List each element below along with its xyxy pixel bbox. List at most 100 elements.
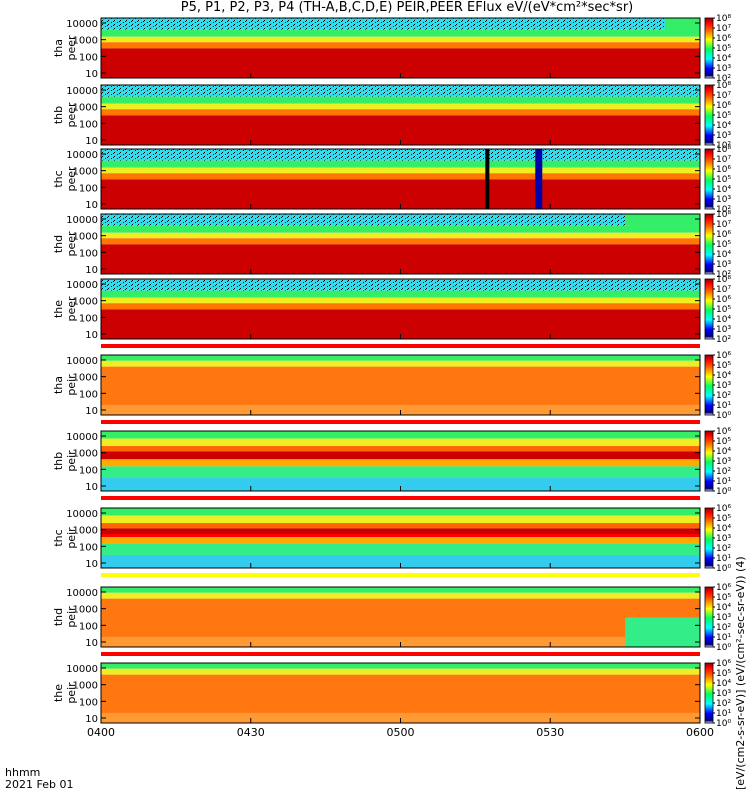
- y-tick-label: 10000: [66, 588, 98, 599]
- y-tick-label: 10000: [66, 215, 98, 226]
- colorbar-tick-label: 10⁴: [716, 603, 731, 613]
- y-tick-label: 10000: [66, 86, 98, 97]
- y-label-probe: thb: [52, 452, 65, 470]
- y-tick-label: 10: [85, 559, 98, 570]
- y-tick-label: 10000: [66, 664, 98, 675]
- y-tick-label: 1000: [73, 103, 98, 114]
- colorbar-tick-label: 10¹: [716, 709, 731, 719]
- y-label-probe: the: [52, 300, 65, 318]
- colorbar-tick-label: 10¹: [716, 633, 731, 643]
- colorbar-tick-label: 10⁵: [716, 175, 731, 185]
- colorbar-tick-label: 10⁶: [716, 165, 731, 175]
- colorbar-tick-label: 10⁶: [716, 504, 731, 514]
- colorbar-gradient: [704, 84, 714, 146]
- energy-band: [101, 668, 700, 675]
- colorbar-tick-label: 10⁴: [716, 371, 731, 381]
- colorbar-tick-label: 10⁴: [716, 679, 731, 689]
- y-tick-label: 100: [79, 621, 98, 632]
- y-label-probe: thc: [52, 529, 65, 546]
- colorbar-tick-label: 10⁵: [716, 437, 731, 447]
- y-tick-label: 10: [85, 638, 98, 649]
- energy-band: [101, 523, 700, 529]
- colorbar-tick-label: 10⁵: [716, 305, 731, 315]
- date-label: 2021 Feb 01: [5, 778, 74, 791]
- energy-band: [101, 674, 700, 713]
- energy-band: [101, 451, 700, 460]
- colorbar-tick-label: 10³: [716, 457, 731, 467]
- colorbar-tick-label: 10³: [716, 260, 731, 270]
- y-label-species: peir: [65, 682, 78, 704]
- colorbar-tick-label: 10⁸: [716, 275, 731, 285]
- structured-region: [625, 617, 700, 647]
- colorbar-tick-label: 10¹: [716, 401, 731, 411]
- y-label-species: peir: [65, 606, 78, 628]
- noise-speckle: [101, 85, 700, 97]
- energy-band: [101, 103, 700, 110]
- noise-speckle: [101, 149, 700, 161]
- colorbar-tick-label: 10²: [716, 335, 731, 345]
- quality-flag-bar: [101, 573, 700, 577]
- energy-band: [101, 109, 700, 116]
- colorbar-tick-label: 10⁵: [716, 44, 731, 54]
- energy-band: [101, 598, 700, 637]
- colorbar-tick-label: 10³: [716, 689, 731, 699]
- y-label-species: peer: [65, 102, 78, 128]
- colorbar-tick-label: 10²: [716, 205, 731, 215]
- colorbar-tick-label: 10³: [716, 131, 731, 141]
- y-tick-label: 1000: [73, 681, 98, 692]
- colorbar-tick-label: 10²: [716, 270, 731, 280]
- colorbar-tick-label: 10³: [716, 64, 731, 74]
- time-format-label: hhmm: [5, 766, 41, 779]
- colorbar-tick-label: 10²: [716, 141, 731, 151]
- energy-band: [101, 466, 700, 479]
- energy-band: [101, 543, 700, 556]
- y-tick-label: 100: [79, 119, 98, 130]
- colorbar-tick-label: 10⁶: [716, 583, 731, 593]
- energy-band: [101, 238, 700, 245]
- energy-band: [101, 297, 700, 304]
- y-tick-label: 100: [79, 248, 98, 259]
- y-label-species: peer: [65, 296, 78, 322]
- energy-band: [101, 29, 700, 37]
- quality-flag-bar: [101, 496, 700, 500]
- y-tick-label: 100: [79, 389, 98, 400]
- y-tick-label: 100: [79, 542, 98, 553]
- colorbar-gradient: [704, 507, 714, 569]
- colorbar-tick-label: 10⁰: [716, 564, 731, 574]
- chart-title: P5, P1, P2, P3, P4 (TH-A,B,C,D,E) PEIR,P…: [180, 0, 634, 15]
- y-label-species: peir: [65, 527, 78, 549]
- x-tick-label: 0530: [536, 726, 564, 739]
- y-label-probe: tha: [52, 376, 65, 394]
- y-tick-label: 10000: [66, 280, 98, 291]
- y-tick-label: 1000: [73, 373, 98, 384]
- y-label-species: peir: [65, 450, 78, 472]
- colorbar-tick-label: 10⁵: [716, 111, 731, 121]
- energy-band: [101, 96, 700, 104]
- quality-flag-bar: [101, 344, 700, 348]
- y-tick-label: 1000: [73, 167, 98, 178]
- y-tick-label: 1000: [73, 605, 98, 616]
- y-tick-label: 1000: [73, 526, 98, 537]
- colorbar-tick-label: 10⁵: [716, 514, 731, 524]
- y-tick-label: 10000: [66, 150, 98, 161]
- colorbar-tick-label: 10²: [716, 544, 731, 554]
- colorbar-tick-label: 10³: [716, 381, 731, 391]
- y-label-probe: thc: [52, 170, 65, 187]
- colorbar-tick-label: 10⁶: [716, 295, 731, 305]
- colorbar-tick-label: 10⁷: [716, 24, 731, 34]
- noise-speckle: [101, 214, 700, 226]
- y-label-species: peir: [65, 374, 78, 396]
- quality-flag-bar: [101, 652, 700, 656]
- energy-band: [101, 438, 700, 447]
- energy-band: [101, 366, 700, 405]
- x-tick-label: 0430: [237, 726, 265, 739]
- energy-band: [101, 508, 700, 516]
